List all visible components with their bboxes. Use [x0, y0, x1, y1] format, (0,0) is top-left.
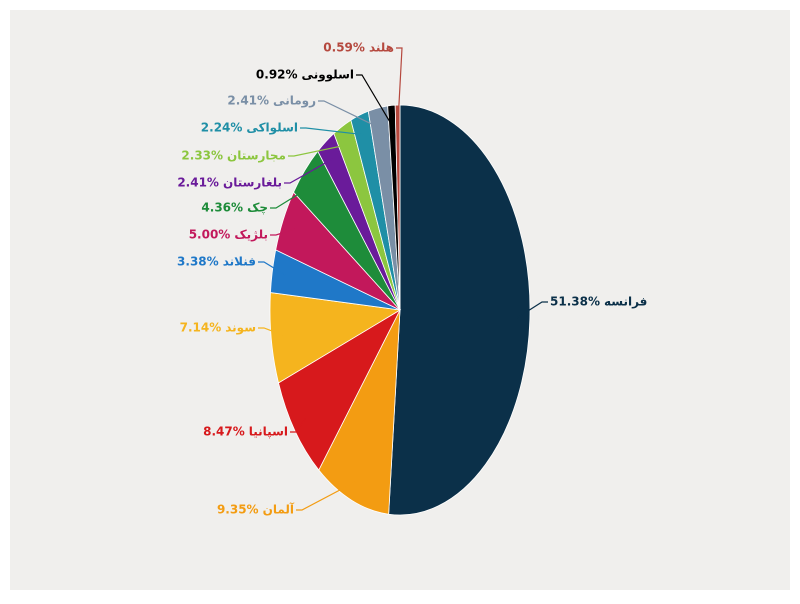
leader-line [356, 74, 393, 127]
category-label: فنلاند [223, 255, 256, 269]
data-label: 2.41% [177, 176, 219, 190]
leader-line [284, 158, 334, 184]
pie-slice [388, 104, 531, 516]
category-label: مجارستان [227, 149, 286, 163]
category-label: سوند [225, 321, 256, 336]
leader-line [270, 228, 296, 236]
data-label: 2.41% [227, 94, 269, 108]
leader-line [270, 183, 315, 209]
category-label: آلمان [263, 502, 295, 517]
category-label: اسلوونی [302, 68, 354, 83]
leader-line [288, 144, 349, 157]
data-label: 9.35% [217, 503, 259, 517]
data-label: 2.24% [201, 121, 243, 135]
leader-line [296, 480, 357, 511]
category-label: بلغارستان [223, 176, 282, 190]
pie-slice [278, 308, 401, 471]
data-label: 3.38% [177, 255, 219, 269]
category-label: رومانی [273, 94, 316, 109]
data-label: 0.92% [256, 68, 298, 82]
leader-line [396, 47, 403, 126]
leader-line [258, 327, 285, 337]
data-label: 51.38% [550, 295, 600, 309]
leader-line [290, 418, 306, 433]
category-label: اسپانیا [249, 425, 288, 439]
category-label: هلند [369, 41, 394, 55]
data-label: 8.47% [203, 425, 245, 439]
data-label: 0.59% [323, 41, 365, 55]
leader-line [318, 100, 381, 129]
data-label: 7.14% [180, 321, 222, 335]
leader-line [516, 301, 548, 319]
leader-line [300, 127, 364, 136]
category-label: اسلواکی [246, 121, 298, 136]
data-label: 2.33% [181, 149, 223, 163]
category-label: فرانسه [604, 295, 647, 309]
data-label: 4.36% [201, 201, 243, 215]
leader-line [258, 261, 286, 276]
data-label: 5.00% [189, 228, 231, 242]
pie-slice [318, 309, 401, 515]
pie-slice [394, 104, 401, 311]
category-label: چک [247, 201, 268, 215]
category-label: بلژیک [234, 228, 268, 242]
